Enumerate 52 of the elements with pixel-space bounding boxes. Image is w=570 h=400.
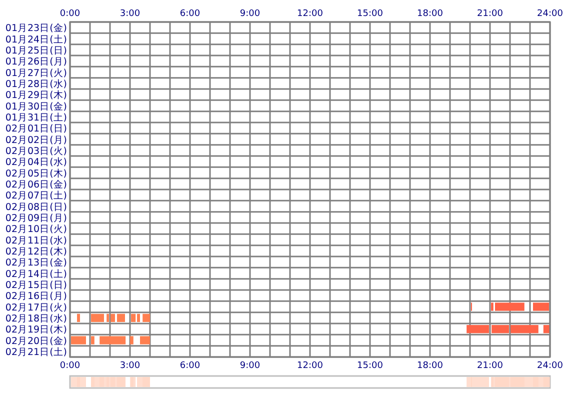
x-tick-label: 12:00 — [297, 361, 324, 371]
x2-tick-label: 15:00 — [357, 9, 384, 19]
y-tick-label: 02月09日(月) — [5, 212, 67, 224]
y-tick-label: 02月10日(火) — [5, 223, 67, 236]
y-tick-label: 02月17日(火) — [5, 301, 67, 314]
y-tick-label: 02月02日(月) — [5, 134, 67, 146]
x2-tick-label: 3:00 — [120, 9, 140, 19]
x-tick-label: 9:00 — [240, 361, 260, 371]
bar — [117, 314, 125, 322]
y-tick-label: 02月06日(金) — [5, 178, 67, 190]
x-tick-label: 21:00 — [477, 361, 504, 371]
x-tick-label: 15:00 — [357, 361, 384, 371]
y-tick-label: 02月03日(火) — [5, 144, 67, 157]
y-tick-label: 02月08日(日) — [5, 202, 67, 213]
y-tick-label: 01月26日(月) — [5, 56, 67, 68]
bar — [131, 314, 136, 322]
bar — [140, 336, 150, 344]
x2-tick-label: 0:00 — [60, 9, 80, 19]
y-tick-label: 01月28日(水) — [5, 78, 67, 90]
x-tick-label: 18:00 — [417, 361, 444, 371]
y-tick-label: 02月04日(水) — [5, 156, 67, 168]
y-tick-label: 01月24日(土) — [5, 33, 67, 46]
x-tick-label: 6:00 — [180, 361, 200, 371]
x-tick-label: 24:00 — [537, 361, 564, 371]
y-tick-label: 02月18日(水) — [5, 312, 67, 324]
y-tick-label: 01月31日(土) — [5, 111, 67, 124]
y-tick-label: 02月13日(金) — [5, 256, 67, 269]
y-tick-label: 01月30日(金) — [5, 100, 67, 112]
y-tick-label: 02月19日(木) — [5, 324, 67, 336]
x2-tick-label: 12:00 — [297, 9, 324, 19]
x-tick-label: 0:00 — [60, 361, 80, 371]
x-tick-label: 3:00 — [120, 361, 140, 371]
x2-tick-label: 6:00 — [180, 9, 200, 19]
y-tick-label: 02月14日(土) — [5, 268, 67, 280]
y-tick-label: 02月21日(土) — [5, 346, 67, 358]
x2-tick-label: 21:00 — [477, 9, 504, 19]
y-tick-label: 02月12日(木) — [5, 245, 67, 258]
y-tick-label: 02月16日(月) — [5, 291, 67, 302]
bar — [142, 314, 150, 322]
y-tick-label: 01月27日(火) — [5, 66, 67, 79]
y-tick-label: 02月05日(木) — [5, 167, 67, 180]
y-tick-label: 02月07日(土) — [5, 190, 67, 202]
x2-tick-label: 9:00 — [240, 9, 260, 19]
y-tick-label: 02月20日(金) — [5, 334, 67, 347]
x2-tick-label: 24:00 — [537, 9, 564, 19]
y-tick-label: 01月25日(日) — [5, 45, 67, 56]
y-tick-label: 02月15日(日) — [5, 280, 67, 291]
y-tick-label: 01月23日(金) — [5, 22, 67, 34]
y-tick-label: 02月11日(水) — [5, 234, 67, 246]
y-tick-label: 01月29日(木) — [5, 89, 67, 102]
y-tick-label: 02月01日(日) — [5, 124, 67, 135]
x2-tick-label: 18:00 — [417, 9, 444, 19]
